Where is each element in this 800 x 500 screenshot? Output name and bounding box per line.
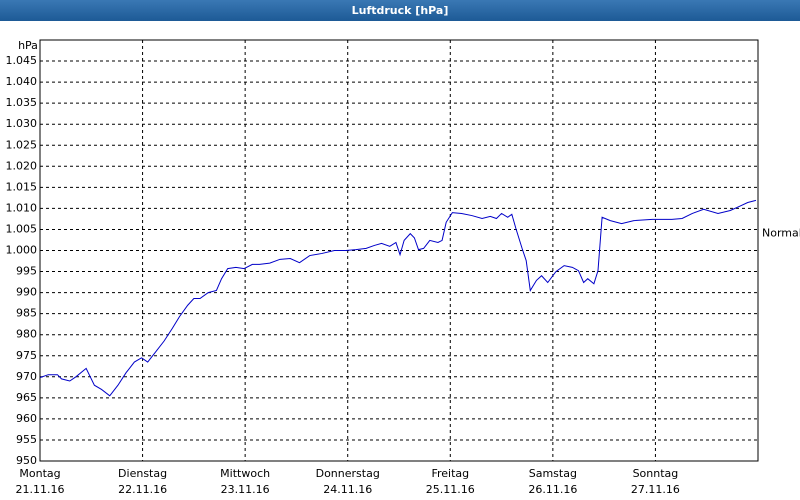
x-tick-date: 22.11.16: [118, 483, 167, 496]
y-tick-label: 990: [16, 286, 37, 299]
y-tick-label: 960: [16, 412, 37, 425]
x-tick-label: Freitag: [431, 467, 469, 480]
y-tick-label: 1.005: [6, 222, 38, 235]
y-tick-label: 1.015: [6, 180, 38, 193]
x-tick-date: 27.11.16: [631, 483, 680, 496]
y-tick-label: 970: [16, 370, 37, 383]
annotation: Normal: [762, 227, 800, 240]
y-tick-label: 985: [16, 307, 37, 320]
y-tick-label: 1.025: [6, 138, 38, 151]
x-tick-date: 25.11.16: [426, 483, 475, 496]
x-tick-date: 26.11.16: [528, 483, 577, 496]
y-tick-label: 1.000: [6, 244, 38, 257]
title-bar: [0, 0, 800, 21]
y-tick-label: 1.010: [6, 201, 38, 214]
y-tick-label: 975: [16, 349, 37, 362]
y-tick-label: 1.035: [6, 96, 38, 109]
y-tick-label: 1.020: [6, 159, 38, 172]
chart-title: Luftdruck [hPa]: [352, 4, 449, 17]
x-tick-date: 24.11.16: [323, 483, 372, 496]
x-tick-label: Sonntag: [633, 467, 679, 480]
y-tick-label: 955: [16, 433, 37, 446]
y-tick-label: 965: [16, 391, 37, 404]
line: [39, 199, 757, 397]
x-tick-date: 23.11.16: [221, 483, 270, 496]
y-tick-label: 1.030: [6, 117, 38, 130]
y-tick-label: 950: [16, 454, 37, 467]
x-tick-label: Samstag: [529, 467, 577, 480]
y-tick-label: 1.045: [6, 54, 38, 67]
y-tick-label: 980: [16, 328, 37, 341]
y-unit: hPa: [18, 39, 38, 52]
x-tick-label: Donnerstag: [316, 467, 380, 480]
x-tick-date: 21.11.16: [16, 483, 65, 496]
x-tick-label: Dienstag: [118, 467, 167, 480]
y-tick-label: 1.040: [6, 75, 38, 88]
y-tick-label: 995: [16, 265, 37, 278]
x-tick-label: Montag: [19, 467, 60, 480]
x-tick-label: Mittwoch: [220, 467, 270, 480]
